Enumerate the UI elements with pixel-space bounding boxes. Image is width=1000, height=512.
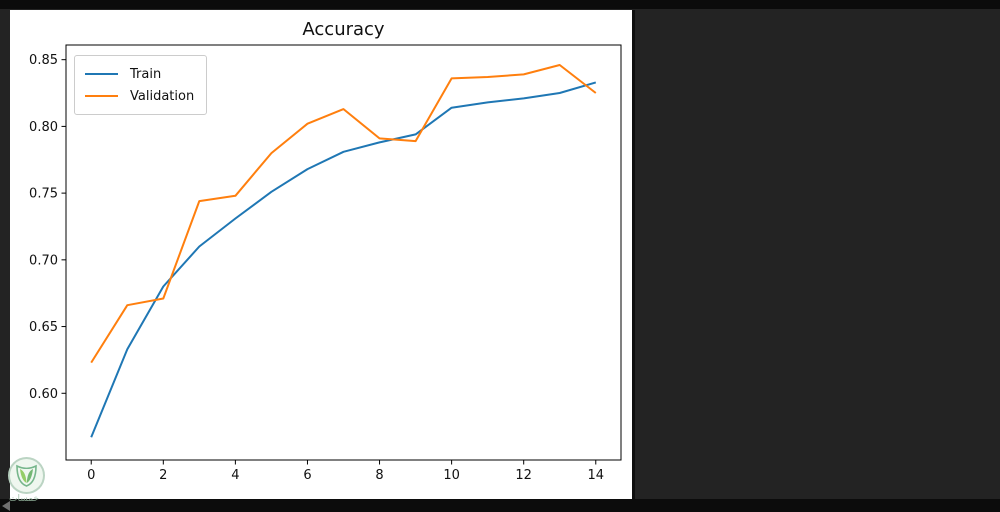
top-border-strip bbox=[0, 0, 1000, 9]
leaf-shield-icon bbox=[16, 464, 37, 487]
bottom-border-strip bbox=[0, 499, 1000, 512]
chart-title: Accuracy bbox=[302, 19, 385, 40]
y-tick-label: 0.75 bbox=[29, 187, 58, 202]
matplotlib-figure: Accuracy 0 2 4 6 8 10 12 14 0.60 0.65 0.70 0.75 0.80… bbox=[10, 10, 635, 499]
validation-line-swatch bbox=[85, 95, 118, 97]
validation-line bbox=[90, 64, 597, 364]
legend-item-train: Train bbox=[85, 63, 194, 85]
train-line-swatch bbox=[85, 73, 118, 75]
x-tick-label: 2 bbox=[159, 468, 167, 483]
cursor-arrow-icon bbox=[2, 501, 10, 511]
x-tick-label: 12 bbox=[515, 468, 532, 483]
train-line bbox=[90, 81, 597, 438]
x-tick-label: 6 bbox=[303, 468, 311, 483]
watermark-logo bbox=[8, 457, 45, 494]
y-tick-label: 0.60 bbox=[29, 387, 58, 402]
y-tick-label: 0.85 bbox=[29, 53, 58, 68]
x-tick-label: 10 bbox=[443, 468, 460, 483]
x-tick-label: 14 bbox=[587, 468, 604, 483]
accuracy-line-chart: 0 2 4 6 8 10 12 14 0.60 0.65 0.70 0.75 0.80 0.85 bbox=[29, 44, 622, 483]
axes-spines bbox=[65, 44, 622, 461]
x-tick-label: 0 bbox=[87, 468, 95, 483]
y-tick-label: 0.70 bbox=[29, 253, 58, 268]
chart-legend: Train Validation bbox=[74, 55, 208, 115]
watermark-text: خمسات bbox=[8, 494, 39, 504]
y-tick-label: 0.65 bbox=[29, 320, 58, 335]
x-tick-label: 8 bbox=[375, 468, 383, 483]
legend-label: Validation bbox=[130, 88, 195, 104]
legend-item-validation: Validation bbox=[85, 85, 194, 107]
y-tick-label: 0.80 bbox=[29, 120, 58, 135]
x-tick-label: 4 bbox=[231, 468, 239, 483]
legend-label: Train bbox=[130, 66, 162, 82]
